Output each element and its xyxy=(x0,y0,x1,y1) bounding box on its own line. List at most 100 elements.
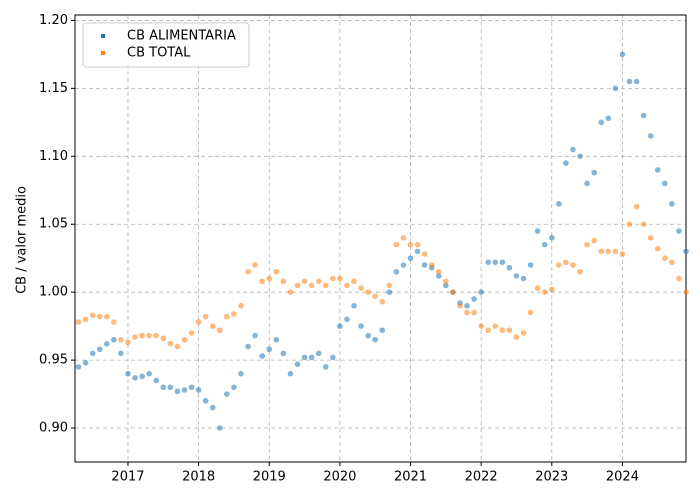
point xyxy=(153,332,160,339)
point xyxy=(75,364,82,370)
legend-marker xyxy=(101,34,105,38)
point xyxy=(626,78,633,85)
y-tick-label: 1.05 xyxy=(39,217,68,232)
point xyxy=(386,282,393,289)
point xyxy=(322,282,329,289)
point xyxy=(676,275,682,282)
point xyxy=(506,327,513,334)
point xyxy=(556,262,562,268)
point xyxy=(167,384,174,391)
legend-label: CB TOTAL xyxy=(127,46,191,61)
point xyxy=(379,298,386,305)
point xyxy=(612,85,619,92)
point xyxy=(400,262,407,268)
point xyxy=(238,370,244,377)
point xyxy=(96,346,103,353)
point xyxy=(209,404,216,411)
point xyxy=(351,302,357,309)
point xyxy=(676,228,682,234)
point xyxy=(450,289,456,295)
point xyxy=(287,289,294,295)
point xyxy=(266,275,273,282)
point xyxy=(365,289,371,295)
y-tick-label: 1.00 xyxy=(39,285,68,300)
point xyxy=(640,112,647,119)
point xyxy=(464,309,470,316)
point xyxy=(139,332,145,339)
point xyxy=(633,78,640,85)
point xyxy=(89,312,96,319)
point xyxy=(647,235,654,241)
point xyxy=(358,323,364,329)
point xyxy=(577,268,583,275)
point xyxy=(520,275,527,282)
point xyxy=(195,387,202,393)
legend-box xyxy=(82,22,250,68)
point xyxy=(188,384,195,391)
point xyxy=(471,296,477,302)
point xyxy=(520,330,527,336)
point xyxy=(344,316,350,323)
point xyxy=(683,248,689,255)
point xyxy=(485,327,492,334)
point xyxy=(294,361,301,367)
point xyxy=(683,289,689,295)
point xyxy=(181,336,188,343)
point xyxy=(89,350,96,357)
point xyxy=(421,262,428,268)
point xyxy=(202,313,209,320)
point xyxy=(252,262,258,268)
point xyxy=(556,201,562,207)
point xyxy=(435,268,442,275)
point xyxy=(337,323,343,329)
point xyxy=(351,278,357,285)
point xyxy=(598,119,605,126)
point xyxy=(435,273,442,279)
point xyxy=(619,251,626,257)
point xyxy=(492,259,499,266)
x-tick-label: 2017 xyxy=(111,470,144,485)
point xyxy=(153,377,160,384)
point xyxy=(273,336,280,343)
point xyxy=(358,285,364,291)
point xyxy=(548,235,555,241)
point xyxy=(301,278,308,285)
point xyxy=(513,273,520,279)
x-tick-label: 2022 xyxy=(465,470,498,485)
y-tick-label: 0.90 xyxy=(39,421,68,436)
x-tick-label: 2023 xyxy=(535,470,568,485)
point xyxy=(513,334,520,340)
x-tick-label: 2021 xyxy=(394,470,427,485)
point xyxy=(457,302,463,309)
point xyxy=(146,370,152,377)
point xyxy=(188,330,195,336)
point xyxy=(443,282,449,289)
point xyxy=(372,293,379,300)
y-tick-label: 1.15 xyxy=(39,81,68,96)
point xyxy=(414,241,421,248)
point xyxy=(478,323,484,329)
point xyxy=(231,384,237,391)
point xyxy=(224,391,230,397)
point xyxy=(160,335,167,342)
x-tick-label: 2019 xyxy=(253,470,286,485)
point xyxy=(287,370,294,377)
point xyxy=(570,146,576,153)
y-tick-label: 1.10 xyxy=(39,149,68,164)
point xyxy=(245,343,251,350)
point xyxy=(181,387,188,393)
point xyxy=(209,323,216,329)
point xyxy=(407,255,414,262)
point xyxy=(662,255,668,262)
point xyxy=(619,51,626,58)
y-tick-label: 1.20 xyxy=(39,13,68,28)
point xyxy=(344,282,350,289)
point xyxy=(464,302,470,309)
plot-frame xyxy=(74,14,687,463)
point xyxy=(506,264,513,271)
point xyxy=(167,340,174,347)
point xyxy=(125,370,131,377)
point xyxy=(174,343,181,350)
point xyxy=(669,201,675,207)
